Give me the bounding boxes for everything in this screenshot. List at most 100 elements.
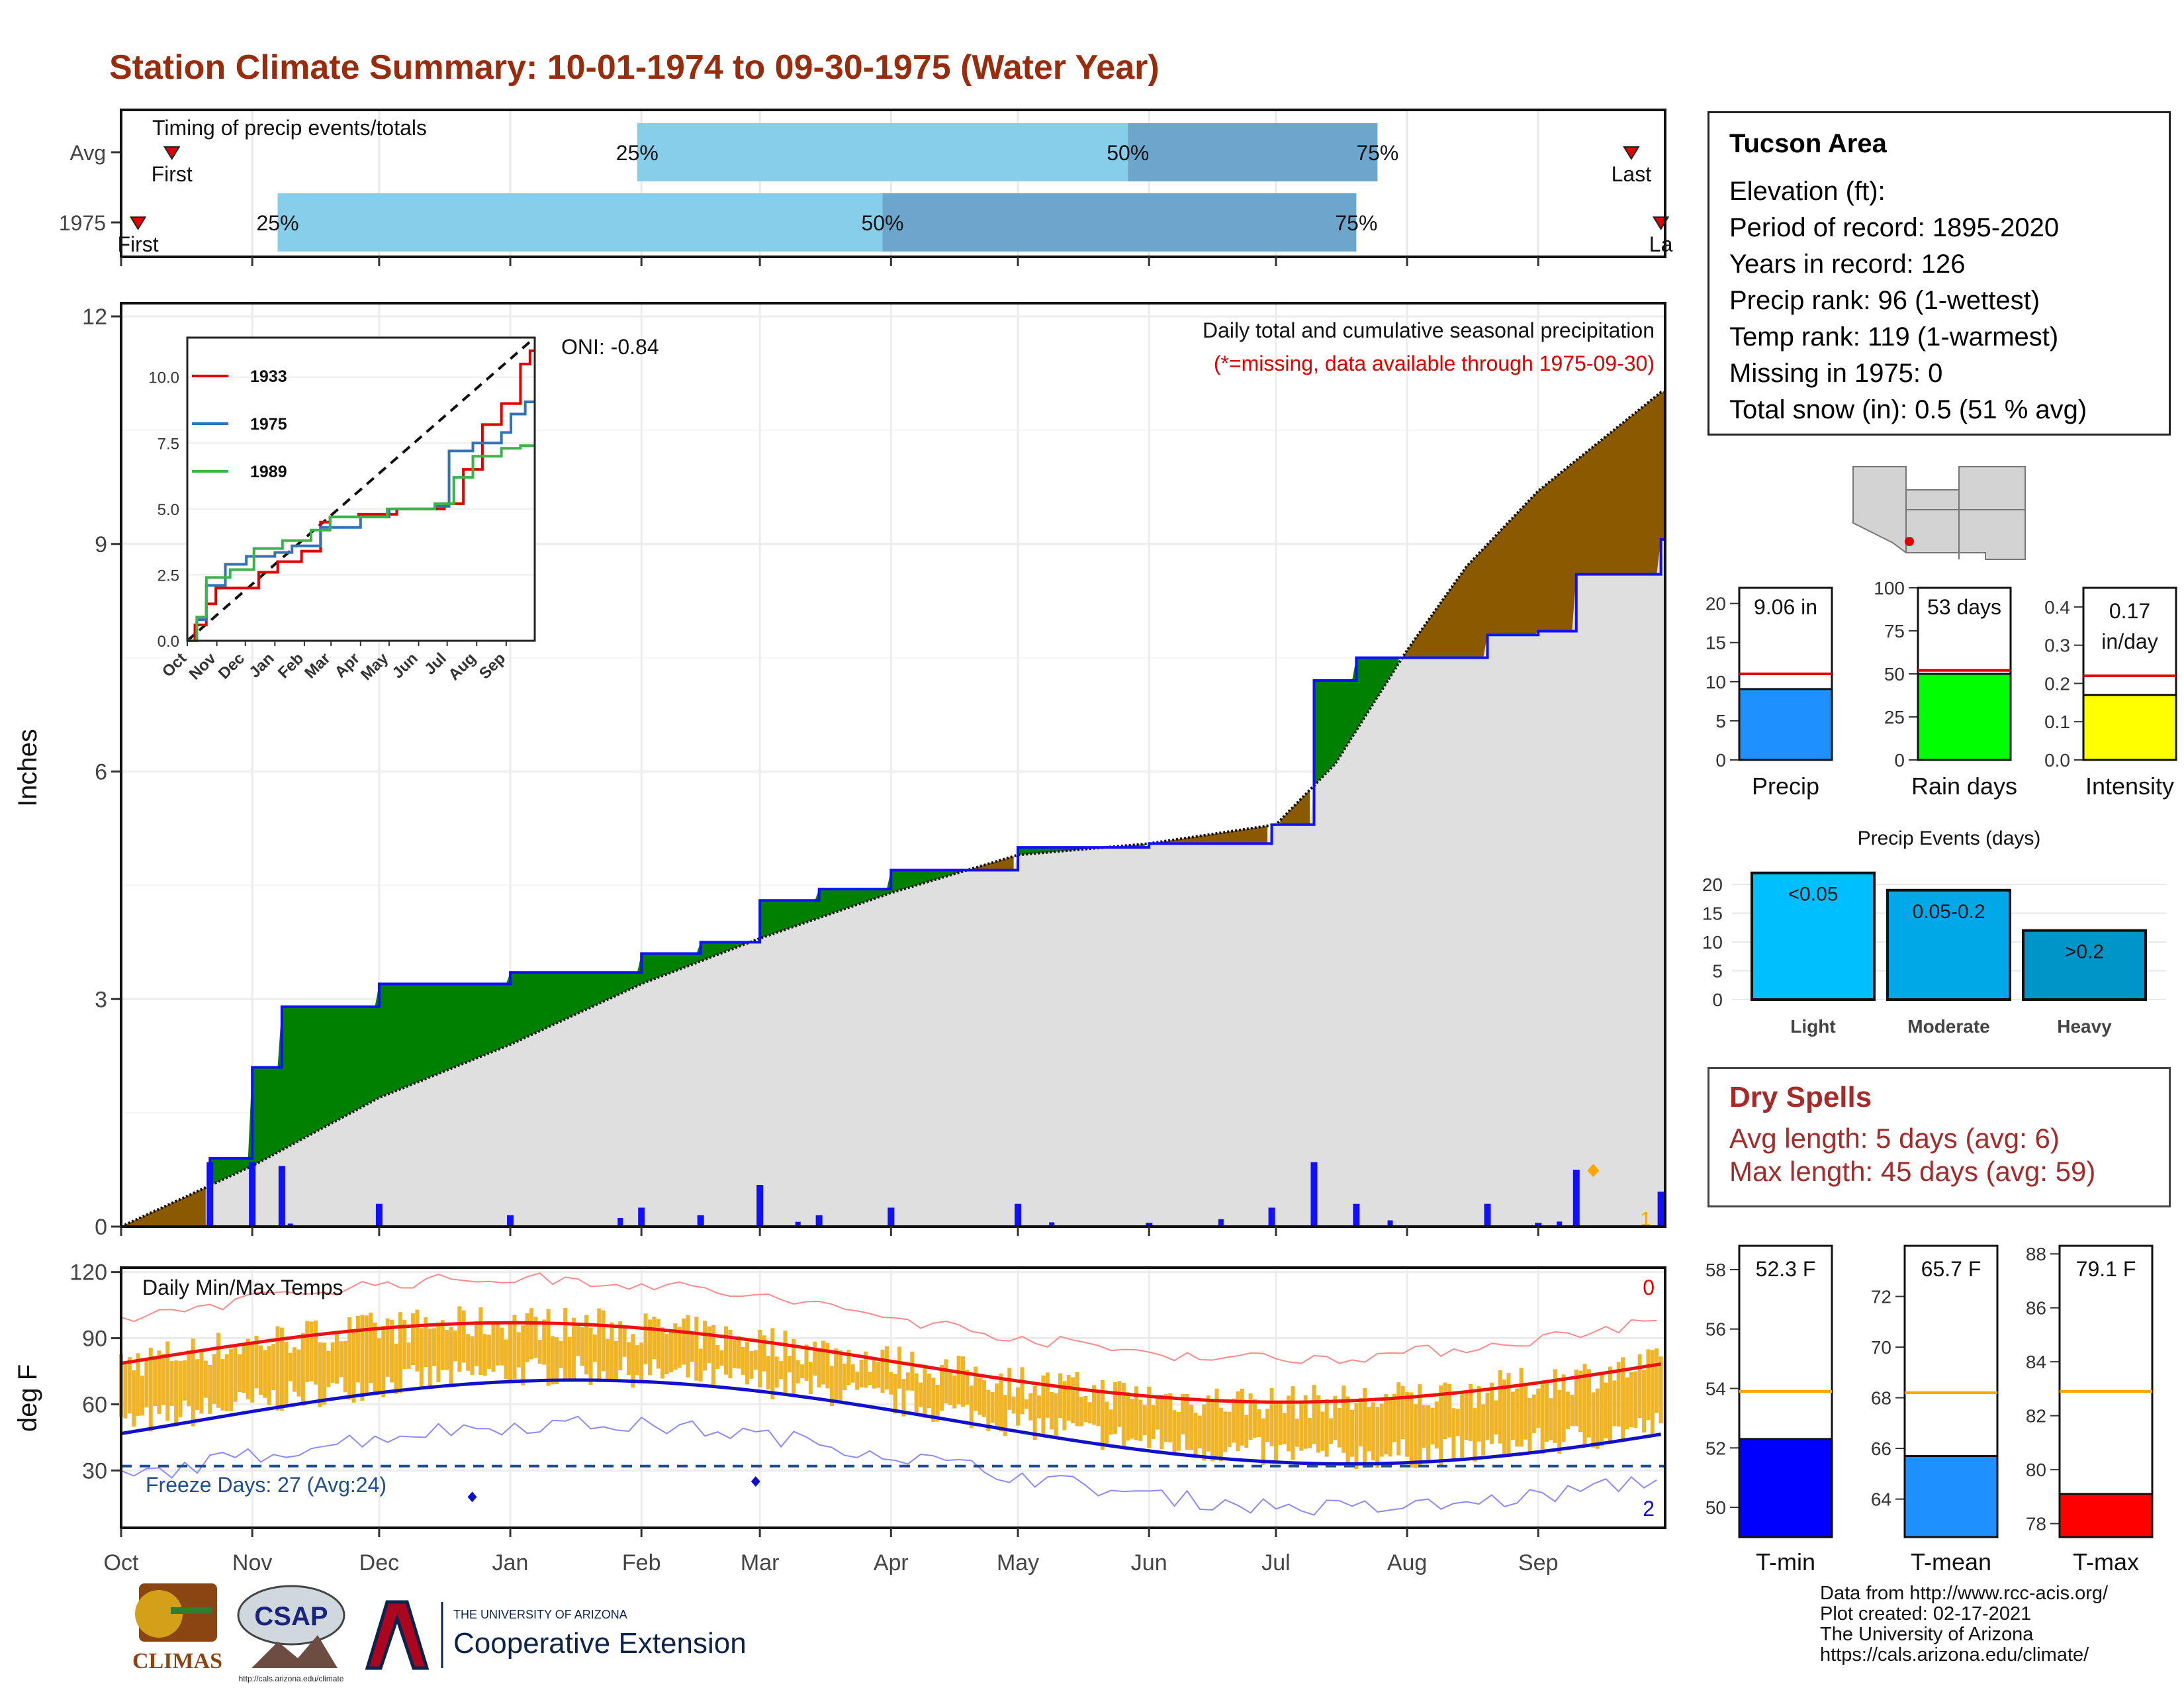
daily-precip-bar xyxy=(249,1162,256,1227)
station-info-box: Tucson Area Elevation (ft): Period of re… xyxy=(1707,111,2171,436)
summary-y-tick: 0 xyxy=(1894,750,1905,771)
month-label: Jul xyxy=(1261,1550,1290,1575)
page-title: Station Climate Summary: 10-01-1974 to 0… xyxy=(109,48,1160,87)
precip-events-title: Precip Events (days) xyxy=(1858,827,2041,849)
summary-y-tick: 0.2 xyxy=(2044,673,2070,694)
temp-summary-label: T-max xyxy=(2073,1548,2139,1575)
precip-y-tick: 3 xyxy=(95,987,107,1012)
timing-pct-label: 25% xyxy=(616,141,659,165)
credit-created: Plot created: 02-17-2021 xyxy=(1820,1603,2032,1624)
credit-university: The University of Arizona xyxy=(1820,1624,2034,1645)
temp-summary-y-tick: 72 xyxy=(1871,1287,1891,1307)
summary-y-tick: 0 xyxy=(1715,750,1726,771)
climas-sun-icon xyxy=(135,1590,183,1638)
temps-label: Daily Min/Max Temps xyxy=(142,1276,343,1299)
timing-pct-label: 50% xyxy=(1107,141,1149,165)
temp-summary-y-tick: 84 xyxy=(2026,1352,2046,1372)
daily-precip-bar xyxy=(1049,1222,1055,1227)
station-name: Tucson Area xyxy=(1729,129,1887,158)
daily-precip-bar xyxy=(1387,1220,1393,1227)
inset-y-tick: 0.0 xyxy=(158,633,179,651)
month-label: Aug xyxy=(1387,1550,1428,1575)
climas-logo-text: CLIMAS xyxy=(132,1649,222,1673)
temp-summary-y-tick: 64 xyxy=(1871,1489,1891,1510)
precip-events-bar-label: 0.05-0.2 xyxy=(1912,901,1985,923)
station-location-dot xyxy=(1905,537,1914,546)
precip-caption: Daily total and cumulative seasonal prec… xyxy=(1203,318,1655,342)
precip-y-axis-label: Inches xyxy=(13,729,42,807)
summary-y-tick: 15 xyxy=(1706,633,1726,653)
csap-cloud-icon xyxy=(237,1585,345,1646)
month-label: Apr xyxy=(874,1550,909,1575)
daily-precip-bar xyxy=(375,1203,383,1227)
daily-precip-bar xyxy=(1015,1203,1022,1227)
temp-summary-y-tick: 80 xyxy=(2026,1460,2046,1480)
station-missing: Missing in 1975: 0 xyxy=(1729,359,1943,388)
record-low-marker xyxy=(751,1476,760,1487)
daily-precip-bar xyxy=(1146,1223,1153,1227)
summary-value-label: 53 days xyxy=(1927,595,2001,619)
daily-precip-bar xyxy=(697,1215,704,1227)
temp-y-tick: 120 xyxy=(69,1260,107,1286)
temps-count-top: 0 xyxy=(1643,1276,1655,1299)
csap-url-text: http://cals.arizona.edu/climate xyxy=(239,1674,344,1683)
summary-y-tick: 0.4 xyxy=(2044,597,2070,618)
temp-summary-label: T-min xyxy=(1756,1548,1815,1575)
observed-cumulative-line xyxy=(121,538,1665,1228)
daily-precip-bar xyxy=(815,1215,823,1227)
timing-label: Timing of precip events/totals xyxy=(152,116,427,140)
inset-legend-label: 1933 xyxy=(250,367,287,386)
temp-summary-y-tick: 88 xyxy=(2026,1244,2046,1264)
daily-precip-bar xyxy=(1353,1203,1360,1227)
credit-url: https://cals.arizona.edu/climate/ xyxy=(1820,1644,2089,1665)
average-max-line xyxy=(120,1321,1662,1404)
temp-summary-bar-t-min xyxy=(1738,1438,1833,1538)
first-event-label: First xyxy=(117,232,158,256)
precip-events-bar-label: <0.05 xyxy=(1788,884,1839,906)
precip-events-category: Heavy xyxy=(2057,1016,2112,1037)
precip-events-bar-label: >0.2 xyxy=(2065,941,2104,963)
temp-y-axis-label: deg F xyxy=(13,1364,42,1432)
average-cumulative-line xyxy=(120,391,1665,1228)
climas-logo: CLIMAS xyxy=(132,1583,222,1673)
summary-y-tick: 50 xyxy=(1884,664,1905,684)
month-label: Feb xyxy=(622,1550,661,1575)
daily-precip-bar xyxy=(638,1207,645,1227)
temp-summary-y-tick: 66 xyxy=(1871,1438,1891,1459)
precip-panel-frame xyxy=(120,302,1666,1228)
precip-events-bar xyxy=(1886,888,2011,1001)
inset-y-tick: 5.0 xyxy=(158,501,179,519)
csap-mountain-icon xyxy=(251,1635,338,1668)
ua-big-text: Cooperative Extension xyxy=(453,1627,747,1660)
daily-precip-bar xyxy=(1484,1203,1491,1227)
timing-pct-label: 50% xyxy=(861,211,903,235)
timing-bar-25-50 xyxy=(637,123,1128,181)
last-event-label: Last xyxy=(1612,162,1652,186)
timing-bar-25-50 xyxy=(277,193,883,252)
temp-summary-value-label: 52.3 F xyxy=(1756,1257,1816,1281)
precip-events-category: Moderate xyxy=(1907,1016,1989,1037)
temp-summary-y-tick: 86 xyxy=(2026,1298,2046,1319)
summary-y-tick: 100 xyxy=(1874,578,1905,598)
inset-legend-label: 1975 xyxy=(250,415,287,434)
max-day-marker xyxy=(1587,1164,1600,1178)
dry-spells-title: Dry Spells xyxy=(1729,1081,1872,1113)
temp-summary-label: T-mean xyxy=(1911,1548,1991,1575)
dry-spells-max: Max length: 45 days (avg: 59) xyxy=(1729,1156,2096,1187)
csap-logo-text: CSAP xyxy=(254,1602,328,1631)
summary-bar-label: Rain days xyxy=(1911,773,2017,800)
summary-bar-label: Precip xyxy=(1752,773,1819,800)
temp-summary-y-tick: 82 xyxy=(2026,1406,2046,1427)
station-snow: Total snow (in): 0.5 (51 % avg) xyxy=(1729,395,2087,424)
summary-bar-intensity xyxy=(2082,694,2177,761)
station-years: Years in record: 126 xyxy=(1729,250,1966,279)
daily-precip-bar xyxy=(1535,1223,1542,1227)
daily-precip-bar xyxy=(1557,1221,1563,1227)
month-label: Dec xyxy=(359,1550,399,1575)
temp-summary-value-label: 65.7 F xyxy=(1921,1257,1981,1281)
summary-bar-rain-days xyxy=(1917,673,2012,761)
missing-count: 1 xyxy=(1640,1208,1651,1230)
precip-events-y-tick: 20 xyxy=(1702,874,1723,895)
daily-precip-bar xyxy=(617,1217,623,1227)
